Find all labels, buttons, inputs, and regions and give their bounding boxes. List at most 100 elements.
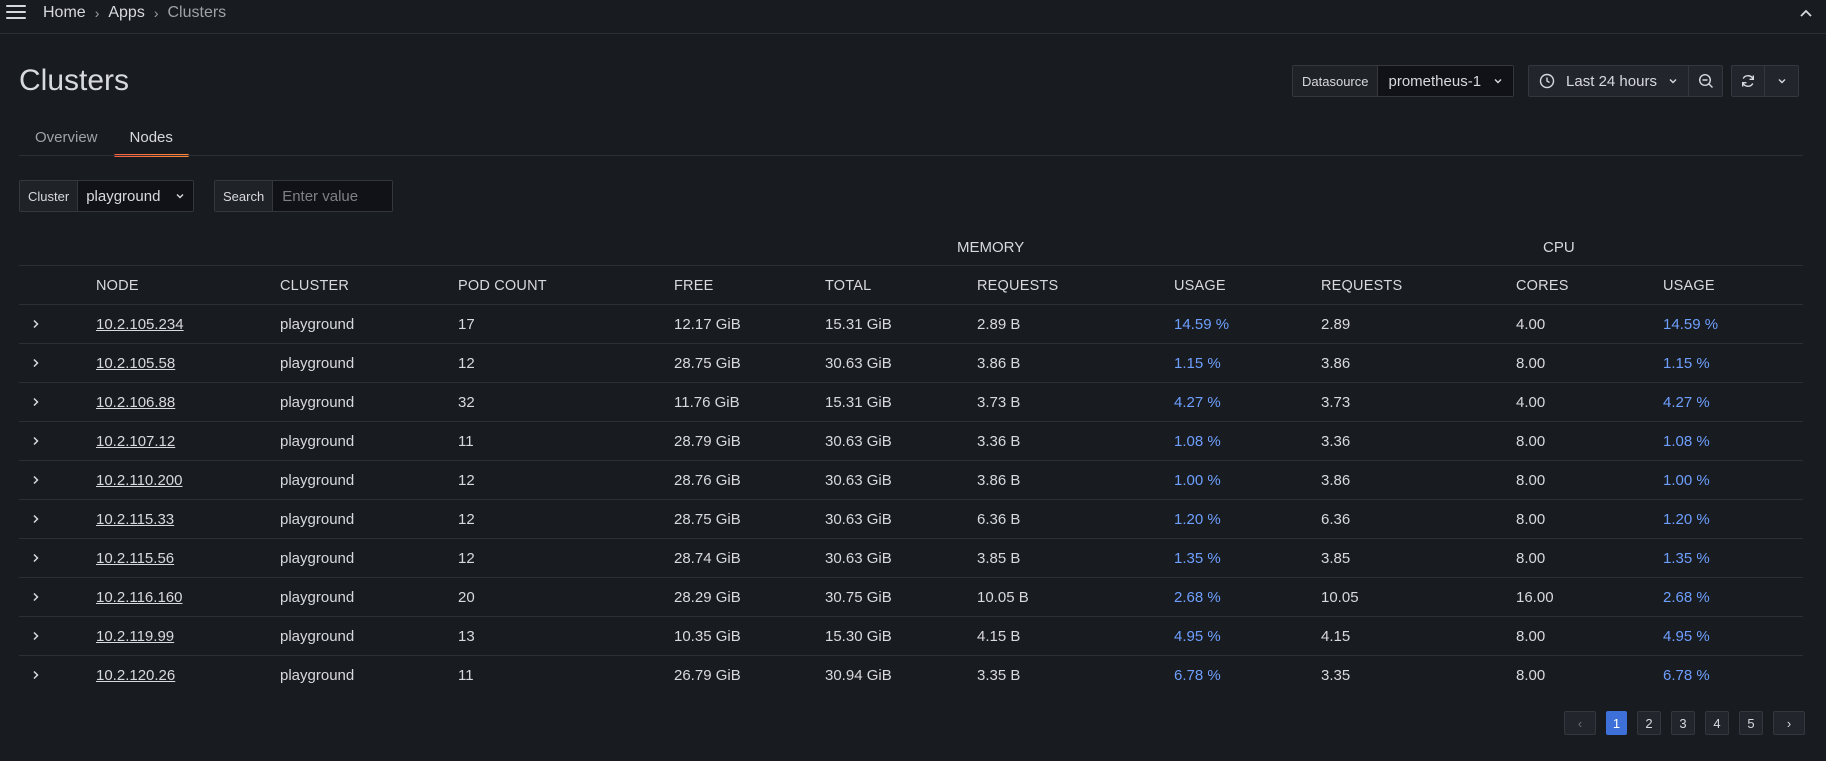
breadcrumb: Home › Apps › Clusters xyxy=(43,4,226,22)
chevron-down-icon xyxy=(1669,79,1677,84)
cell-cluster: playground xyxy=(280,667,355,684)
page-button[interactable]: 5 xyxy=(1739,711,1763,735)
breadcrumb-apps[interactable]: Apps xyxy=(108,4,145,21)
tabs-divider xyxy=(19,155,1803,156)
cell-node[interactable]: 10.2.106.88 xyxy=(96,394,176,411)
cell-memory-requests: 10.05 B xyxy=(977,589,1029,606)
table-row: 10.2.120.26 playground 11 26.79 GiB 30.94 Gi… xyxy=(19,656,1803,695)
table-row: 10.2.105.234 playground 17 12.17 GiB 15.31 G… xyxy=(19,305,1803,344)
tab-overview[interactable]: Overview xyxy=(35,129,98,146)
page-button[interactable]: 1 xyxy=(1606,711,1627,735)
cell-cpu-usage: 14.59 % xyxy=(1663,316,1719,333)
cell-memory-usage: 4.95 % xyxy=(1174,628,1221,645)
zoom-out-button[interactable] xyxy=(1689,65,1723,97)
cell-memory-requests: 4.15 B xyxy=(977,628,1021,645)
datasource-label: Datasource xyxy=(1293,66,1379,96)
cell-cpu-requests: 4.15 xyxy=(1321,628,1351,645)
cell-memory-free: 28.75 GiB xyxy=(674,355,741,372)
expand-row-icon[interactable] xyxy=(29,551,43,565)
page-button[interactable]: 3 xyxy=(1671,711,1695,735)
cell-memory-requests: 3.86 B xyxy=(977,472,1021,489)
column-header-node[interactable]: NODE xyxy=(96,278,139,294)
expand-row-icon[interactable] xyxy=(29,629,43,643)
cell-node[interactable]: 10.2.119.99 xyxy=(96,628,175,645)
page-button[interactable]: 4 xyxy=(1705,711,1729,735)
cell-cluster: playground xyxy=(280,628,355,645)
cell-memory-usage: 14.59 % xyxy=(1174,316,1230,333)
column-header-cpu-usage[interactable]: USAGE xyxy=(1663,278,1715,294)
cluster-filter-label: Cluster xyxy=(20,181,79,211)
expand-row-icon[interactable] xyxy=(29,317,43,331)
previous-page-button[interactable]: ‹ xyxy=(1564,711,1596,735)
cell-memory-usage: 4.27 % xyxy=(1174,394,1221,411)
table-row: 10.2.119.99 playground 13 10.35 GiB 15.30 Gi… xyxy=(19,617,1803,656)
column-header-memory-usage[interactable]: USAGE xyxy=(1174,278,1226,294)
expand-row-icon[interactable] xyxy=(29,668,43,682)
cluster-select[interactable]: playground xyxy=(78,181,194,211)
next-page-button[interactable]: › xyxy=(1773,711,1805,735)
cell-cpu-usage: 1.08 % xyxy=(1663,433,1710,450)
cell-cpu-requests: 3.86 xyxy=(1321,355,1351,372)
column-header-cpu-cores[interactable]: CORES xyxy=(1516,278,1569,294)
table-row: 10.2.116.160 playground 20 28.29 GiB 30.75 G… xyxy=(19,578,1803,617)
search-input[interactable] xyxy=(273,181,393,211)
column-header-memory-requests[interactable]: REQUESTS xyxy=(977,278,1059,294)
cell-cpu-usage: 4.27 % xyxy=(1663,394,1710,411)
cell-node[interactable]: 10.2.115.33 xyxy=(96,511,175,528)
table-row: 10.2.105.58 playground 12 28.75 GiB 30.63 Gi… xyxy=(19,344,1803,383)
cell-node[interactable]: 10.2.116.160 xyxy=(96,589,183,606)
expand-row-icon[interactable] xyxy=(29,590,43,604)
cell-node[interactable]: 10.2.115.56 xyxy=(96,550,175,567)
refresh-interval-button[interactable] xyxy=(1765,65,1799,97)
cell-cpu-cores: 16.00 xyxy=(1516,589,1554,606)
expand-row-icon[interactable] xyxy=(29,434,43,448)
column-header-memory-total[interactable]: TOTAL xyxy=(825,278,872,294)
cell-node[interactable]: 10.2.110.200 xyxy=(96,472,183,489)
cluster-filter: Cluster playground xyxy=(19,180,195,212)
breadcrumb-home[interactable]: Home xyxy=(43,4,86,21)
cell-node[interactable]: 10.2.107.12 xyxy=(96,433,176,450)
cell-memory-total: 15.31 GiB xyxy=(825,394,892,411)
column-header-pod-count[interactable]: POD COUNT xyxy=(458,278,547,294)
time-range-picker[interactable]: Last 24 hours xyxy=(1528,65,1689,97)
expand-row-icon[interactable] xyxy=(29,395,43,409)
cell-node[interactable]: 10.2.105.234 xyxy=(96,316,184,333)
expand-row-icon[interactable] xyxy=(29,473,43,487)
cell-memory-free: 28.76 GiB xyxy=(674,472,741,489)
datasource-select[interactable]: prometheus-1 xyxy=(1378,66,1514,96)
expand-row-icon[interactable] xyxy=(29,356,43,370)
cell-cpu-requests: 3.73 xyxy=(1321,394,1351,411)
breadcrumb-separator-icon: › xyxy=(153,5,159,21)
cell-cpu-requests: 10.05 xyxy=(1321,589,1359,606)
breadcrumb-clusters: Clusters xyxy=(167,4,227,21)
zoom-out-icon xyxy=(1698,73,1713,88)
table-header: NODE CLUSTER POD COUNT FREE TOTAL REQUESTS USA… xyxy=(19,266,1803,305)
cell-memory-usage: 2.68 % xyxy=(1174,589,1221,606)
menu-icon[interactable] xyxy=(6,5,26,21)
column-header-cluster[interactable]: CLUSTER xyxy=(280,278,350,294)
page-button[interactable]: 2 xyxy=(1637,711,1661,735)
time-controls: Last 24 hours xyxy=(1528,65,1799,97)
cell-node[interactable]: 10.2.105.58 xyxy=(96,355,176,372)
chevron-up-icon[interactable] xyxy=(1798,6,1814,22)
cell-memory-total: 30.63 GiB xyxy=(825,433,892,450)
table-group-header: MEMORY CPU xyxy=(19,230,1803,266)
clock-icon xyxy=(1539,73,1555,89)
cell-node[interactable]: 10.2.120.26 xyxy=(96,667,176,684)
cell-cpu-requests: 3.36 xyxy=(1321,433,1351,450)
expand-row-icon[interactable] xyxy=(29,512,43,526)
tab-nodes[interactable]: Nodes xyxy=(113,125,190,157)
cell-pod-count: 12 xyxy=(458,355,475,372)
cell-memory-requests: 2.89 B xyxy=(977,316,1021,333)
table-body: 10.2.105.234 playground 17 12.17 GiB 15.31 G… xyxy=(19,305,1803,695)
refresh-button[interactable] xyxy=(1731,65,1765,97)
cell-cpu-cores: 4.00 xyxy=(1516,316,1546,333)
cell-pod-count: 12 xyxy=(458,511,475,528)
cell-cpu-requests: 6.36 xyxy=(1321,511,1351,528)
cell-memory-usage: 1.00 % xyxy=(1174,472,1221,489)
search-filter-label: Search xyxy=(215,181,274,211)
column-header-cpu-requests[interactable]: REQUESTS xyxy=(1321,278,1403,294)
column-header-memory-free[interactable]: FREE xyxy=(674,278,714,294)
cell-cpu-cores: 8.00 xyxy=(1516,628,1546,645)
cell-memory-total: 15.30 GiB xyxy=(825,628,892,645)
